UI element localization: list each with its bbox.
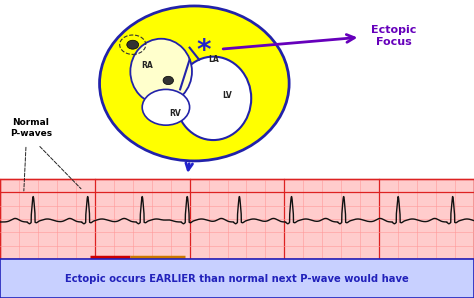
Text: *: * — [197, 37, 211, 65]
Ellipse shape — [100, 6, 289, 161]
Ellipse shape — [127, 40, 138, 49]
Ellipse shape — [130, 39, 192, 104]
Text: LV: LV — [223, 91, 232, 100]
Text: RV: RV — [170, 109, 181, 118]
Ellipse shape — [175, 57, 251, 140]
Ellipse shape — [163, 76, 173, 85]
Text: Ectopic occurs EARLIER than normal next P-wave would have: Ectopic occurs EARLIER than normal next … — [65, 274, 409, 284]
Bar — [0, 179, 474, 259]
Text: Normal
P-waves: Normal P-waves — [10, 118, 52, 138]
Text: RA: RA — [141, 61, 153, 70]
Bar — [0, 259, 474, 298]
Text: Ectopic
Focus: Ectopic Focus — [371, 25, 416, 46]
Ellipse shape — [142, 89, 190, 125]
Text: LA: LA — [208, 55, 219, 64]
